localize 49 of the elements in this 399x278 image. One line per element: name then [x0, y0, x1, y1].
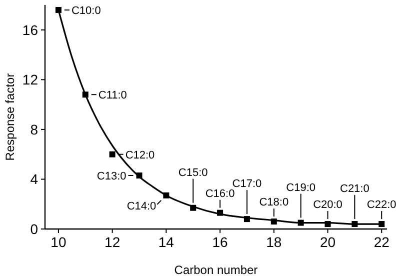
label-leader: C16:0: [205, 188, 235, 208]
label-leader: C20:0: [313, 199, 342, 220]
point: [217, 210, 224, 216]
annotation: C14:0: [126, 200, 156, 212]
point: [298, 220, 304, 226]
point: [55, 6, 62, 13]
annotation: C13:0: [96, 170, 126, 182]
x-tick-label: 18: [266, 234, 282, 250]
point: [324, 221, 331, 228]
x-tick-label: 12: [104, 234, 120, 250]
point: [378, 221, 385, 228]
point: [352, 221, 358, 228]
annotation: C16:0: [205, 188, 235, 200]
annotation: C15:0: [178, 166, 208, 179]
y-tick-label: 8: [30, 121, 38, 138]
annotation: C21:0: [340, 183, 370, 196]
y-tick-label: 16: [22, 22, 38, 38]
annotation: C10:0: [71, 4, 101, 17]
point: [82, 92, 88, 98]
point: [270, 218, 277, 225]
point: [163, 192, 170, 198]
label-leader: C22:0: [366, 199, 396, 220]
annotation: C22:0: [366, 199, 396, 212]
annotation: C20:0: [313, 199, 342, 212]
x-tick-label: 16: [212, 234, 228, 250]
point: [190, 204, 196, 211]
y-tick-label: 0: [30, 221, 38, 237]
point: [136, 172, 142, 178]
x-tick-label: 20: [320, 234, 336, 250]
x-tick-label: 22: [374, 234, 390, 250]
label-leader: C13:0: [96, 170, 134, 182]
label-leader: C10:0: [64, 4, 101, 17]
point: [244, 216, 250, 222]
label-leader: C18:0: [259, 196, 289, 218]
annotation: C18:0: [259, 196, 289, 209]
annotation: C19:0: [286, 182, 316, 194]
y-tick-label: 4: [30, 171, 38, 188]
point: [109, 151, 116, 158]
y-tick-label: 12: [22, 72, 38, 88]
label-leader: C12:0: [118, 149, 155, 162]
x-tick-label: 10: [50, 234, 66, 250]
annotation: C12:0: [125, 149, 155, 162]
annotation: C11:0: [98, 90, 127, 102]
x-tick-label: 14: [158, 234, 174, 250]
label-leader: C11:0: [90, 90, 127, 102]
label-leader: C14:0: [126, 200, 162, 212]
x-axis-title: Carbon number: [174, 263, 258, 277]
annotation: C17:0: [232, 178, 262, 190]
y-axis-title: Response factor: [3, 73, 17, 161]
